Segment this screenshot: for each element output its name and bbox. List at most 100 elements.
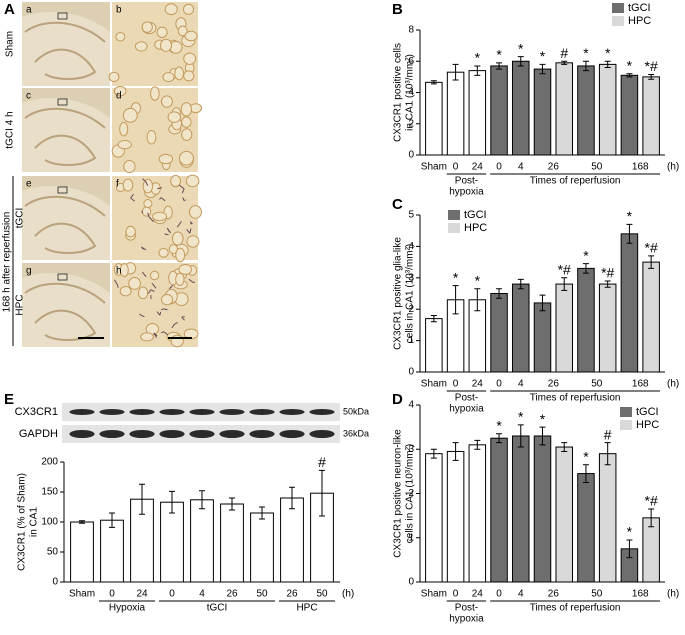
cell <box>142 207 150 216</box>
legend-label: tGCI <box>636 406 659 418</box>
cell <box>129 278 141 290</box>
bar <box>491 294 508 373</box>
bar <box>534 303 551 372</box>
panel-letter: A <box>4 1 15 18</box>
legend-label: tGCI <box>464 209 487 221</box>
significance: *# <box>558 262 571 278</box>
y-axis-label: CX3CR1 positive neuron-like <box>393 429 404 558</box>
x-tick-label: 4 <box>518 589 524 600</box>
blot-band <box>249 409 274 415</box>
bar <box>643 518 660 582</box>
bar <box>643 77 660 155</box>
tile-label: h <box>116 266 122 277</box>
blot-band <box>159 430 184 438</box>
cell <box>172 232 183 245</box>
bar <box>447 451 464 582</box>
blot-size: 36kDa <box>343 428 369 438</box>
bar <box>281 498 304 582</box>
tile-label: a <box>26 5 32 16</box>
bar <box>101 520 124 582</box>
bar <box>643 262 660 372</box>
bar <box>251 513 274 582</box>
bar <box>161 502 184 582</box>
blot-band <box>69 430 94 438</box>
y-tick-label: 2 <box>408 118 414 129</box>
cell <box>159 248 168 257</box>
cell <box>182 129 192 141</box>
x-tick-label: 50 <box>591 162 603 173</box>
panel-letter: C <box>392 196 403 213</box>
bar <box>621 75 638 155</box>
x-tick-label: 4 <box>199 589 205 600</box>
significance: # <box>318 454 326 470</box>
bar <box>491 66 508 155</box>
significance: * <box>475 272 481 288</box>
cell <box>189 206 201 219</box>
row-label: tGCI 4 h <box>5 111 16 148</box>
x-tick-label: 24 <box>136 589 148 600</box>
blot-band <box>189 409 214 415</box>
cell <box>120 287 131 296</box>
row-label: HPC <box>15 294 26 315</box>
significance: * <box>540 411 546 427</box>
bar <box>578 66 595 155</box>
cell <box>161 96 172 107</box>
cell <box>123 108 137 122</box>
y-tick-label: 2 <box>408 304 414 315</box>
cell <box>182 117 191 127</box>
row-label: tGCI <box>15 208 26 229</box>
legend-swatch <box>612 3 624 13</box>
cell <box>163 73 174 82</box>
blot-label: CX3CR1 <box>15 406 58 418</box>
cell <box>183 4 193 14</box>
significance: * <box>627 208 633 224</box>
x-tick-label: 0 <box>453 379 459 390</box>
cell <box>116 32 125 40</box>
x-tick-label: Sham <box>421 162 447 173</box>
cell <box>118 141 131 149</box>
cell <box>184 53 196 64</box>
cell <box>179 151 193 165</box>
cell <box>150 271 158 279</box>
blot-band <box>249 430 274 438</box>
blot-label: GAPDH <box>19 428 58 440</box>
significance: * <box>475 50 481 66</box>
significance: * <box>605 45 611 61</box>
microglia <box>142 211 143 213</box>
x-tick-label: 4 <box>518 162 524 173</box>
cell <box>109 72 119 81</box>
blot-band <box>219 409 244 415</box>
y-tick-label: 8 <box>408 25 414 36</box>
blot-band <box>189 430 214 438</box>
cell <box>165 4 177 15</box>
group-label: hypoxia <box>449 614 484 625</box>
panel-letter: E <box>4 391 14 408</box>
cell <box>171 175 181 186</box>
x-tick-label: 168 <box>632 589 649 600</box>
y-tick-label: 4 <box>408 87 414 98</box>
x-unit: (h) <box>667 589 679 600</box>
x-unit: (h) <box>667 379 679 390</box>
bar <box>469 71 486 155</box>
significance: *# <box>645 493 658 509</box>
y-axis-label: CX3CR1 positive cells <box>393 43 404 142</box>
x-tick-label: 50 <box>316 589 328 600</box>
cell <box>171 335 183 347</box>
panel-letter: B <box>392 1 403 18</box>
significance: * <box>496 47 502 63</box>
bar <box>578 268 595 372</box>
significance: *# <box>645 240 658 256</box>
significance: * <box>540 48 546 64</box>
bar <box>491 438 508 582</box>
bar <box>578 474 595 582</box>
bar <box>534 436 551 582</box>
bar <box>513 284 530 372</box>
group-label: HPC <box>296 603 317 614</box>
x-tick-label: 50 <box>591 379 603 390</box>
row-label: 168 h after reperfusion <box>2 212 13 313</box>
bar <box>599 454 616 582</box>
cell <box>142 22 152 33</box>
group-label: Post- <box>455 603 478 614</box>
bar <box>426 454 443 582</box>
bar <box>556 447 573 582</box>
